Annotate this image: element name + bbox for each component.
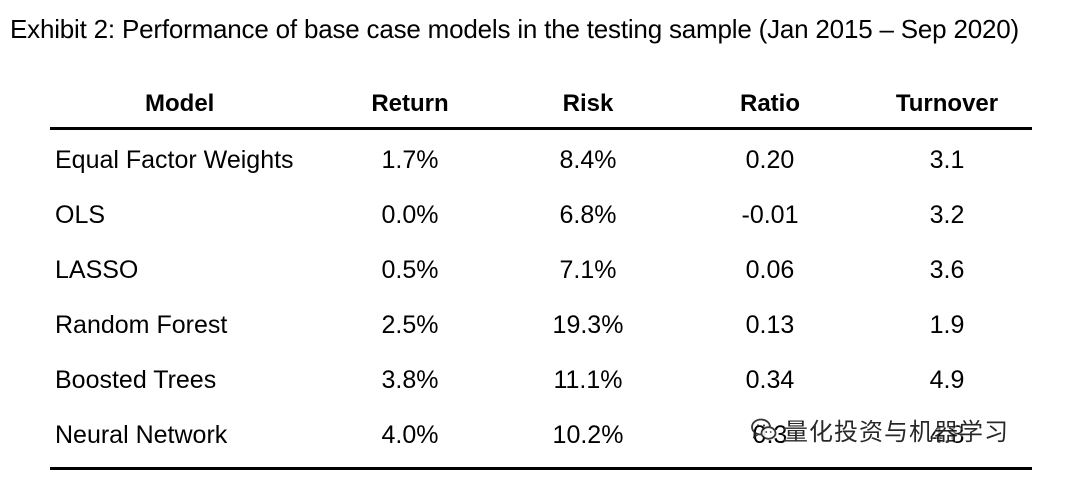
cell-risk: 19.3% (552, 311, 624, 339)
cell-ratio: 0.13 (745, 311, 795, 339)
table-row: Boosted Trees 3.8% 11.1% 0.34 4.9 (50, 353, 1032, 408)
cell-turnover: 3.1 (929, 146, 965, 174)
cell-model: Equal Factor Weights (55, 146, 294, 174)
cell-return: 4.0% (381, 421, 439, 449)
header-ratio: Ratio (740, 90, 800, 117)
cell-model: Boosted Trees (55, 366, 217, 394)
performance-table: Model Return Risk Ratio Turnover Equal F… (50, 80, 1032, 470)
cell-risk: 7.1% (559, 256, 617, 284)
table-row: Random Forest 2.5% 19.3% 0.13 1.9 (50, 298, 1032, 353)
cell-ratio: 0.34 (745, 366, 795, 394)
page-title: Exhibit 2: Performance of base case mode… (10, 14, 1019, 44)
cell-model: Random Forest (55, 311, 228, 339)
table-header-row: Model Return Risk Ratio Turnover (50, 80, 1032, 127)
table-row: OLS 0.0% 6.8% -0.01 3.2 (50, 188, 1032, 243)
header-rule (50, 127, 1032, 130)
cell-model: OLS (55, 201, 106, 229)
cell-return: 3.8% (381, 366, 439, 394)
header-turnover: Turnover (895, 90, 999, 117)
table-row: Neural Network 4.0% 10.2% 0.3 4.8 (50, 408, 1032, 463)
cell-risk: 8.4% (559, 146, 617, 174)
cell-risk: 11.1% (553, 366, 623, 394)
cell-turnover: 4.9 (929, 366, 965, 394)
cell-model: LASSO (55, 256, 139, 284)
cell-turnover: 1.9 (929, 311, 965, 339)
header-risk: Risk (562, 90, 614, 117)
cell-turnover: 4.8 (929, 421, 965, 449)
cell-ratio: 0.06 (745, 256, 795, 284)
bottom-rule (50, 467, 1032, 470)
cell-return: 2.5% (381, 311, 439, 339)
cell-return: 1.7% (381, 146, 439, 174)
watermark-text: 量化投资与机器学习 (784, 418, 1009, 446)
header-return: Return (371, 90, 449, 117)
cell-risk: 6.8% (559, 201, 617, 229)
watermark: 量化投资与机器学习 (750, 412, 1009, 447)
cell-ratio: -0.01 (741, 201, 799, 229)
table-row: Equal Factor Weights 1.7% 8.4% 0.20 3.1 (50, 133, 1032, 188)
cell-model: Neural Network (55, 421, 228, 449)
cell-ratio: 0.20 (745, 146, 795, 174)
table-row: LASSO 0.5% 7.1% 0.06 3.6 (50, 243, 1032, 298)
header-model: Model (145, 90, 215, 117)
cell-risk: 10.2% (552, 421, 624, 449)
cell-turnover: 3.2 (929, 201, 965, 229)
wechat-icon (751, 418, 777, 440)
cell-return: 0.0% (381, 201, 439, 229)
table-body: Equal Factor Weights 1.7% 8.4% 0.20 3.1 … (50, 130, 1032, 463)
cell-return: 0.5% (381, 256, 439, 284)
cell-turnover: 3.6 (929, 256, 965, 284)
